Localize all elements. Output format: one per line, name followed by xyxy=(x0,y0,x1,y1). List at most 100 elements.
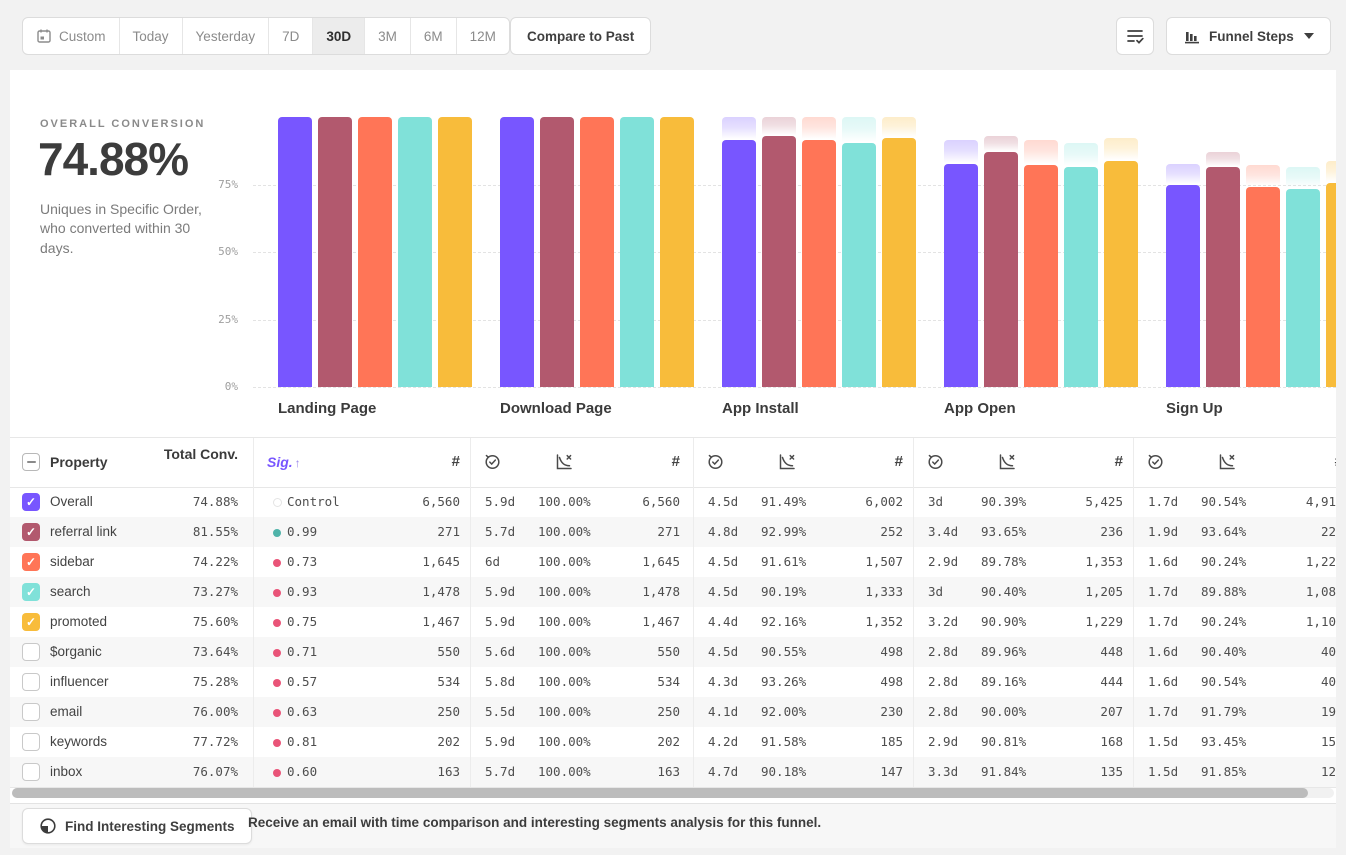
funnel-bar[interactable] xyxy=(660,117,694,387)
table-cell: 236 xyxy=(1100,524,1123,539)
funnel-bar[interactable] xyxy=(1286,189,1320,387)
row-checkbox[interactable] xyxy=(22,733,40,751)
funnel-bar[interactable] xyxy=(1104,160,1138,387)
chevron-down-icon xyxy=(1303,33,1314,39)
date-range-label: 3M xyxy=(378,28,397,44)
funnel-bar[interactable] xyxy=(358,117,392,387)
funnel-bar[interactable] xyxy=(540,117,574,387)
count-header-icon[interactable]: # xyxy=(1114,453,1123,470)
dropoff-cap xyxy=(1326,160,1336,183)
row-checkbox[interactable]: ✓ xyxy=(22,583,40,601)
funnel-bar[interactable] xyxy=(762,135,796,387)
funnel-steps-label: Funnel Steps xyxy=(1209,28,1294,44)
row-checkbox[interactable] xyxy=(22,673,40,691)
funnel-bar[interactable] xyxy=(318,117,352,387)
date-range-label: Today xyxy=(132,28,169,44)
funnel-bar[interactable] xyxy=(802,139,836,387)
table-cell: 2.8d xyxy=(928,674,959,689)
table-cell: 147 xyxy=(880,764,903,779)
list-check-icon xyxy=(1125,26,1145,46)
table-cell: 498 xyxy=(880,644,903,659)
row-checkbox[interactable]: ✓ xyxy=(22,493,40,511)
count-header-icon[interactable]: # xyxy=(1323,453,1336,470)
funnel-bar[interactable] xyxy=(984,151,1018,387)
date-range-30d[interactable]: 30D xyxy=(313,18,366,54)
time-to-convert-icon[interactable] xyxy=(706,452,725,471)
date-range-label: 12M xyxy=(469,28,496,44)
find-interesting-segments-button[interactable]: Find Interesting Segments xyxy=(22,808,252,844)
dropoff-chart-icon[interactable] xyxy=(997,452,1017,472)
count-header-icon[interactable]: # xyxy=(671,453,680,470)
funnel-steps-dropdown[interactable]: Funnel Steps xyxy=(1166,17,1331,55)
funnel-bar[interactable] xyxy=(722,139,756,387)
calendar-icon xyxy=(36,28,52,44)
date-range-3m[interactable]: 3M xyxy=(365,18,411,54)
table-cell: 75.60% xyxy=(192,614,238,629)
date-range-yesterday[interactable]: Yesterday xyxy=(183,18,270,54)
table-cell: 73.27% xyxy=(192,584,238,599)
dropoff-chart-icon[interactable] xyxy=(777,452,797,472)
funnel-bar[interactable] xyxy=(500,117,534,387)
significance-dot xyxy=(273,709,281,717)
view-options-button[interactable] xyxy=(1116,17,1154,55)
funnel-bar[interactable] xyxy=(1064,166,1098,387)
table-cell: 76.00% xyxy=(192,704,238,719)
funnel-bar[interactable] xyxy=(842,143,876,387)
dropoff-chart-icon[interactable] xyxy=(554,452,574,472)
table-cell: 6d xyxy=(485,554,501,569)
funnel-bar[interactable] xyxy=(620,117,654,387)
date-range-custom[interactable]: Custom xyxy=(23,18,120,54)
row-checkbox[interactable]: ✓ xyxy=(22,553,40,571)
time-to-convert-icon[interactable] xyxy=(926,452,945,471)
funnel-bar[interactable] xyxy=(1326,182,1336,387)
dropoff-chart-icon[interactable] xyxy=(1217,452,1237,472)
row-checkbox[interactable] xyxy=(22,763,40,781)
date-range-6m[interactable]: 6M xyxy=(411,18,457,54)
table-cell: 90.54% xyxy=(1201,674,1247,689)
table-cell: 6,560 xyxy=(422,494,460,509)
table-row: ✓ search 73.27% 0.93 1,478 5.9d 100.00% 1,478 4.… xyxy=(10,577,1336,607)
funnel-bar[interactable] xyxy=(944,163,978,387)
date-range-7d[interactable]: 7D xyxy=(269,18,314,54)
funnel-bar[interactable] xyxy=(1166,184,1200,387)
table-cell: 0.60 xyxy=(287,764,318,779)
table-cell: 5,425 xyxy=(1085,494,1123,509)
row-checkbox[interactable] xyxy=(22,643,40,661)
table-cell: 75.28% xyxy=(192,674,238,689)
table-cell: 3.2d xyxy=(928,614,959,629)
funnel-bar[interactable] xyxy=(398,117,432,387)
table-cell: 90.19% xyxy=(761,584,807,599)
date-range-today[interactable]: Today xyxy=(120,18,183,54)
table-cell: 90.24% xyxy=(1201,554,1247,569)
table-cell: 1.6d xyxy=(1148,554,1179,569)
row-checkbox[interactable]: ✓ xyxy=(22,523,40,541)
funnel-bar[interactable] xyxy=(438,117,472,387)
time-to-convert-icon[interactable] xyxy=(1146,452,1165,471)
table-cell: search xyxy=(50,584,91,599)
scrollbar-thumb[interactable] xyxy=(12,788,1308,798)
funnel-bar[interactable] xyxy=(580,117,614,387)
count-header-icon[interactable]: # xyxy=(894,453,903,470)
row-checkbox[interactable] xyxy=(22,703,40,721)
row-checkbox[interactable]: ✓ xyxy=(22,613,40,631)
table-cell: 2.8d xyxy=(928,644,959,659)
table-cell: Overall xyxy=(50,494,93,509)
funnel-bar[interactable] xyxy=(882,138,916,387)
table-cell: 4.5d xyxy=(708,554,739,569)
count-header-icon[interactable]: # xyxy=(451,453,460,470)
time-to-convert-icon[interactable] xyxy=(483,452,502,471)
sig-header[interactable]: Sig. ↑ xyxy=(267,454,301,470)
date-range-12m[interactable]: 12M xyxy=(457,18,509,54)
table-cell: 93.64% xyxy=(1201,524,1247,539)
compare-to-past-button[interactable]: Compare to Past xyxy=(510,17,652,55)
table-cell: 91.85% xyxy=(1201,764,1247,779)
horizontal-scrollbar xyxy=(12,788,1334,798)
funnel-bar[interactable] xyxy=(1206,166,1240,387)
table-cell: 2.8d xyxy=(928,704,959,719)
funnel-bar[interactable] xyxy=(1024,164,1058,387)
funnel-bar[interactable] xyxy=(1246,186,1280,387)
table-cell: 100.00% xyxy=(538,524,591,539)
table-cell: 91.84% xyxy=(981,764,1027,779)
funnel-bar[interactable] xyxy=(278,117,312,387)
select-all-checkbox[interactable] xyxy=(22,453,40,471)
